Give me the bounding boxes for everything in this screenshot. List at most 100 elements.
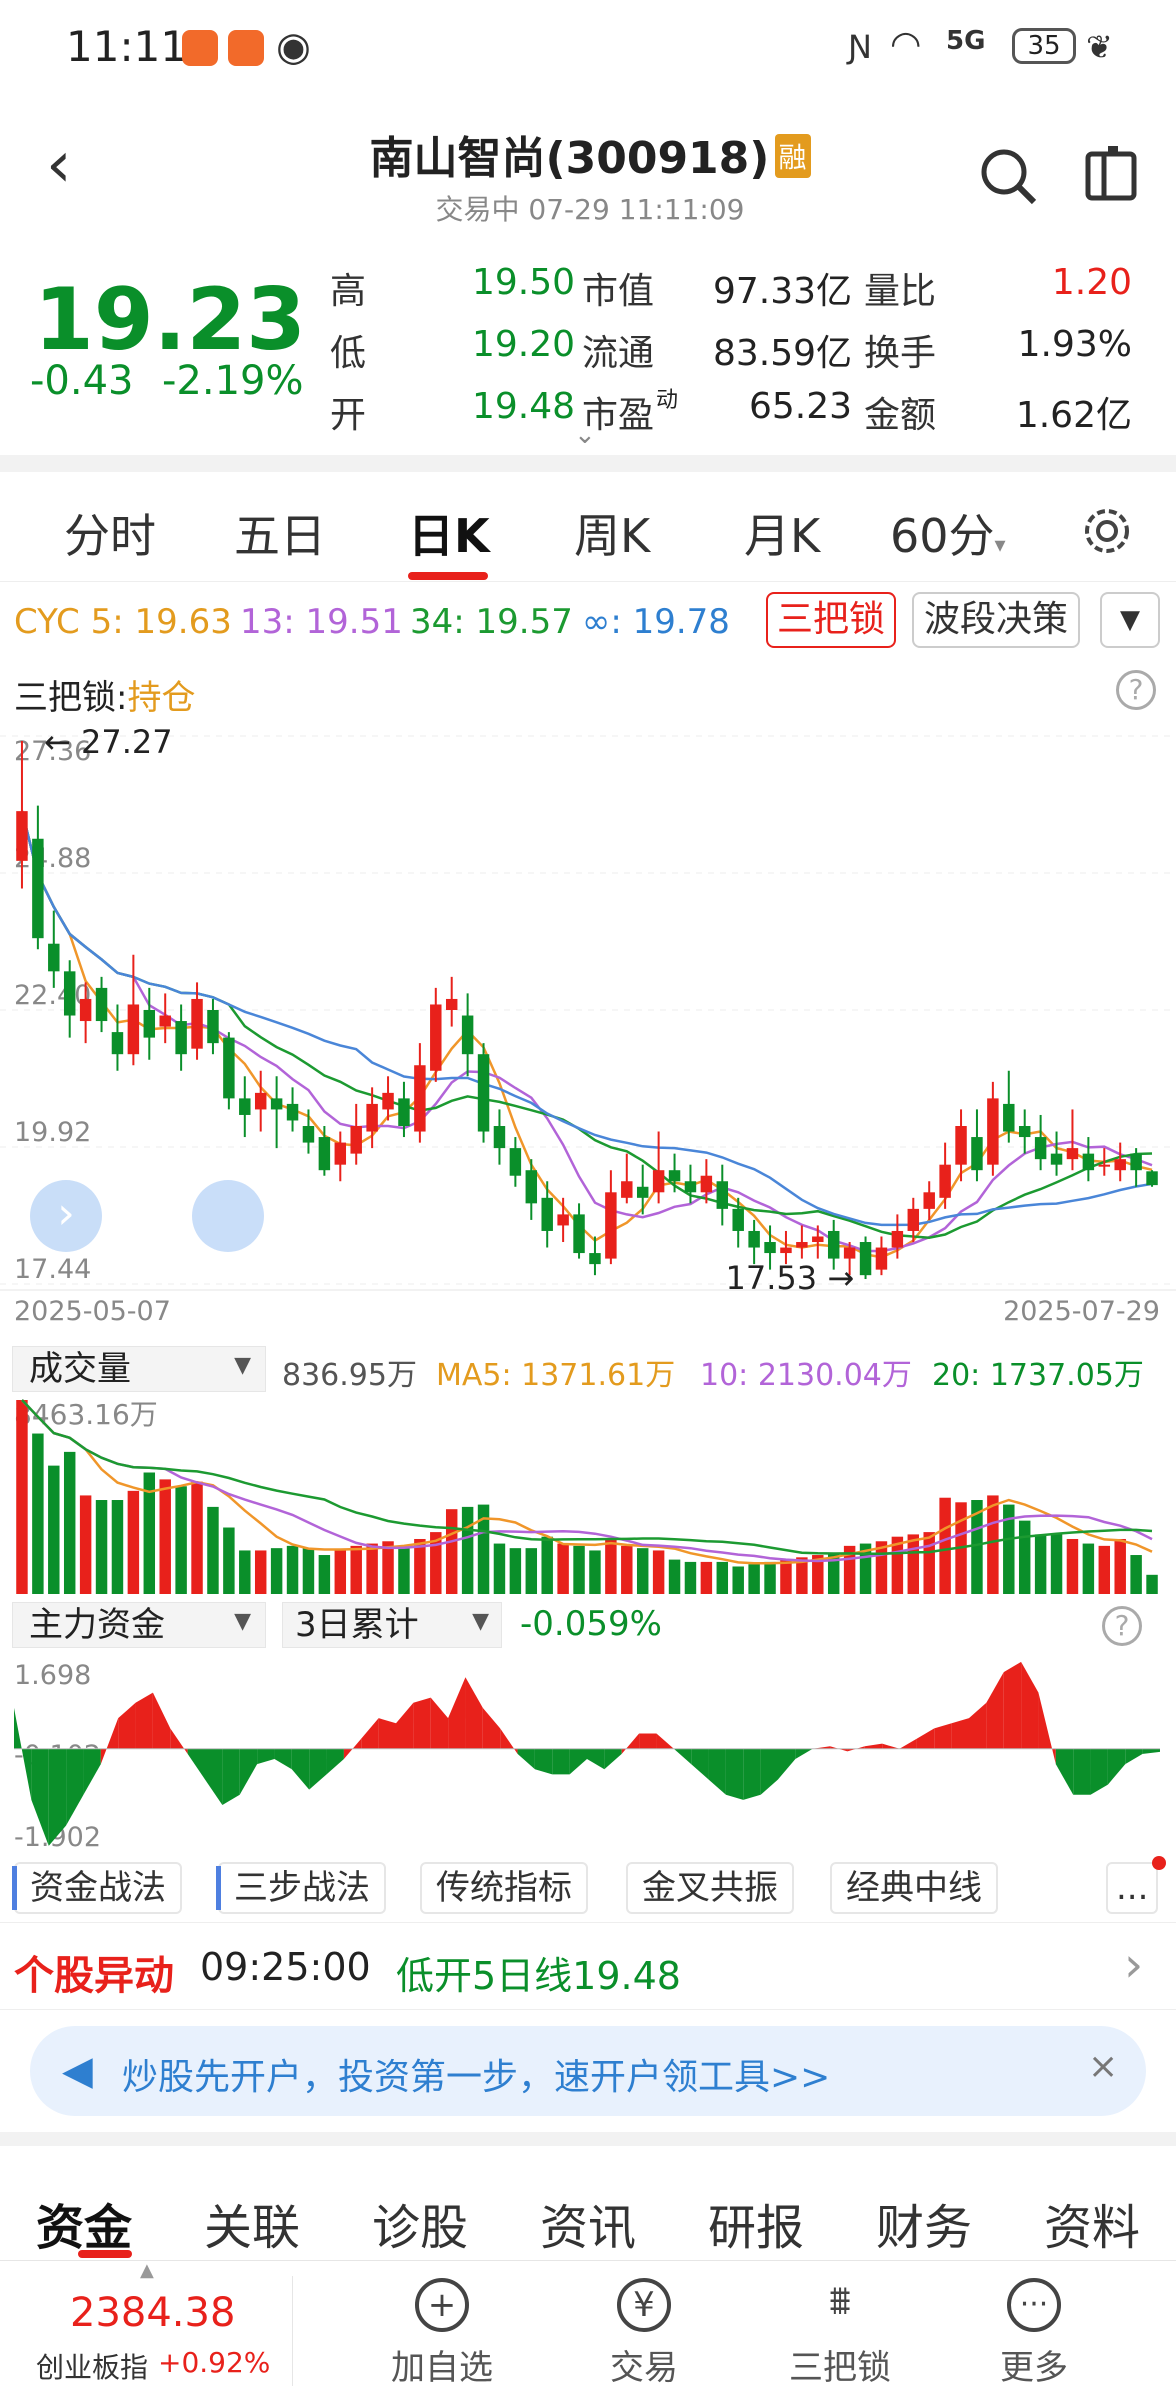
candle-body — [239, 1098, 251, 1115]
capital-area-segment — [864, 1743, 883, 1749]
volume-bar — [589, 1550, 601, 1594]
candle-body — [191, 998, 203, 1049]
volume-bar — [875, 1541, 888, 1594]
settings-icon[interactable] — [1080, 504, 1134, 558]
add-watchlist-button[interactable]: + 加自选 — [372, 2278, 512, 2389]
strategy-tab-three-step[interactable]: 三步战法 — [216, 1862, 386, 1914]
candle-body — [366, 1103, 378, 1132]
help-icon[interactable]: ? — [1102, 1606, 1142, 1646]
stock-alert-row[interactable]: 个股异动 09:25:00 低开5日线19.48 › — [0, 1922, 1176, 2010]
capital-area-segment — [413, 1697, 431, 1749]
tab-weekly-k[interactable]: 周K — [574, 509, 651, 563]
volume-chart[interactable]: 8463.16万 — [0, 1394, 1176, 1600]
more-strategies-button[interactable]: ... — [1106, 1862, 1159, 1914]
strategy-tab-golden-cross[interactable]: 金叉共振 — [626, 1862, 794, 1914]
capital-area-segment — [1107, 1748, 1126, 1785]
candle-body — [971, 1137, 983, 1171]
capital-area-segment — [170, 1728, 188, 1754]
candle-body — [302, 1126, 315, 1143]
volume-bar — [398, 1548, 410, 1594]
tab-60-min[interactable]: 60分▾ — [890, 500, 1006, 566]
yen-icon: ¥ — [617, 2278, 671, 2332]
candle-body — [1050, 1153, 1063, 1165]
tab-related[interactable]: 关联 — [204, 2200, 301, 2256]
volume-bar — [573, 1545, 585, 1594]
more-button[interactable]: ··· 更多 — [964, 2278, 1104, 2389]
capital-area-segment — [552, 1748, 570, 1775]
capital-area-segment — [205, 1748, 223, 1806]
promo-banner[interactable]: ◀ 炒股先开户，投资第一步，速开户领工具>> × — [30, 2026, 1146, 2116]
candle-body — [509, 1148, 522, 1176]
strategy-tab-classic[interactable]: 经典中线 — [830, 1862, 998, 1914]
candle-body — [430, 1004, 442, 1071]
strategy-tab-traditional[interactable]: 传统指标 — [420, 1862, 588, 1914]
candle-body — [843, 1247, 856, 1259]
notification-app-icon — [182, 30, 218, 66]
period-selector[interactable]: 3日累计 ▼ — [282, 1602, 502, 1648]
tab-research[interactable]: 研报 — [708, 2200, 805, 2256]
candle-body — [445, 998, 458, 1010]
three-locks-footer-button[interactable]: ⩩ 三把锁 — [770, 2278, 910, 2389]
back-icon[interactable]: ‹ — [46, 128, 72, 202]
fullscreen-icon[interactable] — [192, 1180, 264, 1252]
tab-finance[interactable]: 财务 — [876, 2200, 973, 2256]
chevron-down-icon[interactable]: ⌄ — [574, 420, 596, 450]
capital-area-segment — [725, 1748, 744, 1800]
tab-profile[interactable]: 资料 — [1044, 2200, 1141, 2256]
candle-body — [525, 1170, 538, 1204]
index-pct: +0.92% — [158, 2346, 271, 2379]
wave-decision-button[interactable]: 波段决策 — [912, 592, 1080, 648]
search-icon[interactable] — [976, 144, 1040, 208]
indicator-bar: CYC 5: 19.63 13: 19.51 34: 19.57 ∞: 19.7… — [0, 582, 1176, 662]
capital-selector[interactable]: 主力资金 ▼ — [12, 1602, 266, 1648]
help-icon[interactable]: ? — [1116, 670, 1156, 710]
tab-diagnosis[interactable]: 诊股 — [372, 2200, 469, 2256]
lock-tree-icon: ⩩ — [829, 2278, 851, 2324]
close-icon[interactable]: × — [1088, 2046, 1119, 2087]
strategy-tab-capital[interactable]: 资金战法 — [12, 1862, 182, 1914]
tab-daily-k[interactable]: 日K — [408, 509, 490, 563]
status-time: 11:11 — [66, 22, 188, 71]
capital-flow-chart[interactable]: 1.698-0.102-1.902 — [0, 1656, 1176, 1856]
expand-indicators-button[interactable]: ▼ — [1100, 592, 1160, 648]
volume-ma20-line — [21, 1399, 1153, 1556]
trade-button[interactable]: ¥ 交易 — [574, 2278, 714, 2389]
capital-area-segment — [673, 1748, 692, 1765]
tab-monthly-k[interactable]: 月K — [744, 509, 821, 563]
candle-body — [1130, 1153, 1142, 1171]
divider — [0, 2132, 1176, 2146]
capital-area-segment — [274, 1748, 292, 1770]
tab-news[interactable]: 资讯 — [540, 2200, 637, 2256]
more-label: 更多 — [1000, 2348, 1068, 2388]
last-price: 19.23 — [34, 270, 307, 370]
strategy-tab-capital-label: 资金战法 — [30, 1868, 166, 1908]
volume-bar — [207, 1506, 219, 1594]
candle-body — [63, 971, 76, 1016]
expand-panel-icon[interactable]: › — [30, 1180, 102, 1252]
tab-intraday[interactable]: 分时 — [64, 509, 156, 563]
candle-body — [382, 1092, 394, 1110]
capital-area-segment — [830, 1746, 848, 1752]
price-change: -0.43 — [30, 358, 134, 404]
capital-area-segment — [152, 1692, 171, 1749]
share-icon[interactable] — [1082, 144, 1142, 204]
stat-label: 流通 — [582, 333, 655, 374]
tab-five-day[interactable]: 五日 — [234, 509, 326, 563]
candle-body — [780, 1247, 792, 1254]
candle-body — [223, 1037, 235, 1099]
header: ‹ 南山智尚(300918) 融 交易中 07-29 11:11:09 — [0, 100, 1176, 240]
volume-selector[interactable]: 成交量 ▼ — [12, 1346, 266, 1392]
capital-area-segment — [448, 1677, 466, 1749]
lock-status-value: 持仓 — [127, 678, 196, 718]
wifi-icon: ◠ — [890, 24, 922, 65]
tab-capital[interactable]: 资金 — [36, 2200, 133, 2256]
volume-bar — [636, 1548, 649, 1594]
volume-selector-label: 成交量 — [29, 1349, 131, 1389]
three-locks-button[interactable]: 三把锁 — [766, 592, 896, 648]
stat-value: 97.33亿 — [712, 271, 852, 312]
capital-area-segment — [691, 1748, 709, 1780]
candle-body — [493, 1126, 506, 1149]
index-ticker[interactable]: ▲ 2384.38 创业板指 +0.92% — [0, 2260, 290, 2400]
volume-bar — [652, 1550, 665, 1594]
